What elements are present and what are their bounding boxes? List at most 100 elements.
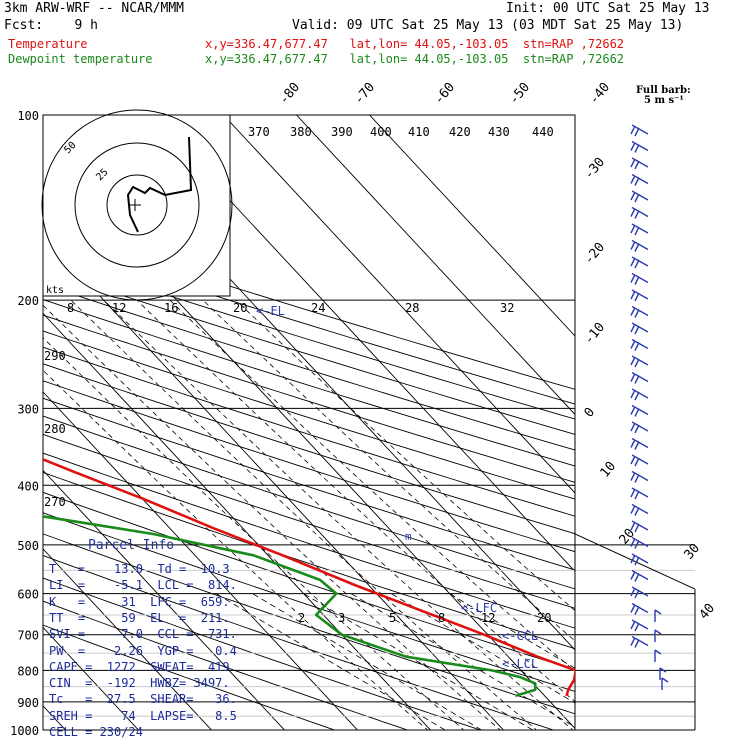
theta-label: 440 <box>532 125 554 139</box>
wind-barb <box>630 503 649 516</box>
header-model: 3km ARW-WRF -- NCAR/MMM <box>4 1 185 16</box>
wind-barb <box>630 520 649 533</box>
dry-adiabat <box>43 415 575 590</box>
parcel-info-row: PW = 2.26 YGP = 0.4 <box>49 643 237 658</box>
isotherm <box>150 115 575 573</box>
dew-legend-label: Dewpoint temperature <box>8 52 153 66</box>
wind-barb <box>630 569 649 582</box>
dry-adiabat <box>43 269 575 435</box>
parcel-info-row: CELL = 230/24 <box>49 725 143 739</box>
isotherm-label: -50 <box>507 80 534 108</box>
dry-adiabat <box>43 240 575 405</box>
mixing-ratio-label: 24 <box>311 301 325 315</box>
parcel-info-row: SVI = -7.0 CCL = 731. <box>49 627 237 642</box>
header-forecast: Fcst: 9 h <box>4 18 98 33</box>
parcel-info-panel: Parcel Info T = 13.0 Td = 10.3 LI = -5.1 … <box>43 534 240 739</box>
parcel-info-row: CAPE = 1272 SWEAT= 419 <box>49 659 230 674</box>
wind-barb <box>630 355 649 368</box>
dry-adiabat <box>43 346 575 517</box>
wind-barb <box>630 140 649 153</box>
parcel-info-row: Tc = 27.5 SHEAR= 36. <box>49 692 237 707</box>
isotherm-label: 10 <box>598 459 620 481</box>
parcel-info-row: LI = -5.1 LCL = 814. <box>49 578 237 593</box>
mixing-ratio-label: 28 <box>405 301 419 315</box>
wind-barb <box>630 586 649 599</box>
wind-barb <box>630 454 649 467</box>
isotherm <box>0 115 5 740</box>
theta-label: 430 <box>488 125 510 139</box>
isotherm <box>43 469 286 730</box>
mixing-ratio-label: 20 <box>233 301 247 315</box>
dry-adiabat <box>43 512 575 692</box>
level-marker: <-LFC <box>461 601 497 615</box>
moist-adiabat <box>43 369 429 730</box>
parcel-info-row: T = 13.0 Td = 10.3 <box>49 562 230 576</box>
isotherm-label: -70 <box>352 80 379 108</box>
dry-adiabat <box>43 555 555 730</box>
isotherm <box>43 626 140 730</box>
theta-label: 420 <box>449 125 471 139</box>
pressure-label: 100 <box>17 109 39 123</box>
pressure-label: 600 <box>17 588 39 602</box>
dry-adiabat <box>43 452 575 629</box>
theta-label: 400 <box>370 125 392 139</box>
pressure-label: 800 <box>17 664 39 678</box>
moist-adiabat <box>235 299 575 612</box>
hodograph-origin <box>129 199 141 211</box>
mixing-ratio-label: 12 <box>481 611 495 625</box>
mixing-ratio-label: 16 <box>164 301 178 315</box>
mixing-ratio-label: 5 <box>389 611 396 625</box>
dry-adiabat <box>43 472 575 650</box>
wind-barb <box>630 536 649 549</box>
mixing-ratio-label: 20 <box>537 611 551 625</box>
dew-legend-info: x,y=336.47,677.47 lat,lon= 44.05,-103.05… <box>205 52 625 66</box>
theta-label: 380 <box>290 125 312 139</box>
mixing-ratio-line <box>350 593 575 728</box>
wind-barb <box>654 609 662 622</box>
isotherm-label: -20 <box>582 240 609 268</box>
wind-barb <box>630 388 649 401</box>
moist-adiabat <box>70 299 538 730</box>
level-marker: m <box>405 530 412 543</box>
wind-barb <box>630 404 649 417</box>
parcel-info-row: CIN = -192 HWBZ= 3497. <box>49 676 230 691</box>
dry-adiabat <box>43 226 575 390</box>
isotherm-label: -30 <box>582 155 609 183</box>
wind-barb <box>659 667 667 680</box>
theta-label: 290 <box>44 349 66 363</box>
dewpoint-trace <box>43 515 537 698</box>
dry-adiabat <box>43 433 575 609</box>
level-marker: <-EL <box>256 304 285 318</box>
moist-adiabat <box>136 299 575 703</box>
dry-adiabat <box>43 624 336 730</box>
theta-label: 390 <box>331 125 353 139</box>
header-valid: Valid: 09 UTC Sat 25 May 13 (03 MDT Sat … <box>292 18 684 33</box>
moist-adiabat <box>169 299 575 672</box>
isotherm <box>369 115 575 337</box>
temp-legend-label: Temperature <box>8 37 88 51</box>
wind-barb <box>630 289 649 302</box>
mixing-ratio-label: 8 <box>438 611 445 625</box>
theta-label: 270 <box>44 495 66 509</box>
parcel-info-row: TT = 59 EL = 211. <box>49 610 230 625</box>
wind-barb <box>630 619 649 632</box>
pressure-label: 200 <box>17 294 39 308</box>
pressure-label: 700 <box>17 629 39 643</box>
isotherm <box>223 115 575 494</box>
wind-barb <box>661 677 669 690</box>
isotherm <box>43 234 505 730</box>
pressure-label: 400 <box>17 479 39 493</box>
isotherm-label: -40 <box>587 80 614 108</box>
wind-barb <box>654 649 662 662</box>
hodograph-trace <box>126 136 193 233</box>
mixing-ratio-label: 8 <box>67 301 74 315</box>
wind-barb <box>630 173 649 186</box>
isotherm-label: -80 <box>277 80 304 108</box>
theta-label: 410 <box>408 125 430 139</box>
parcel-info-row: K = 31 LFC = 659. <box>49 594 230 609</box>
wind-barb <box>630 602 649 615</box>
wind-barb <box>630 223 649 236</box>
wind-barb <box>630 470 649 483</box>
mixing-ratio-label: 32 <box>500 301 514 315</box>
isotherm-label: 30 <box>682 541 704 563</box>
